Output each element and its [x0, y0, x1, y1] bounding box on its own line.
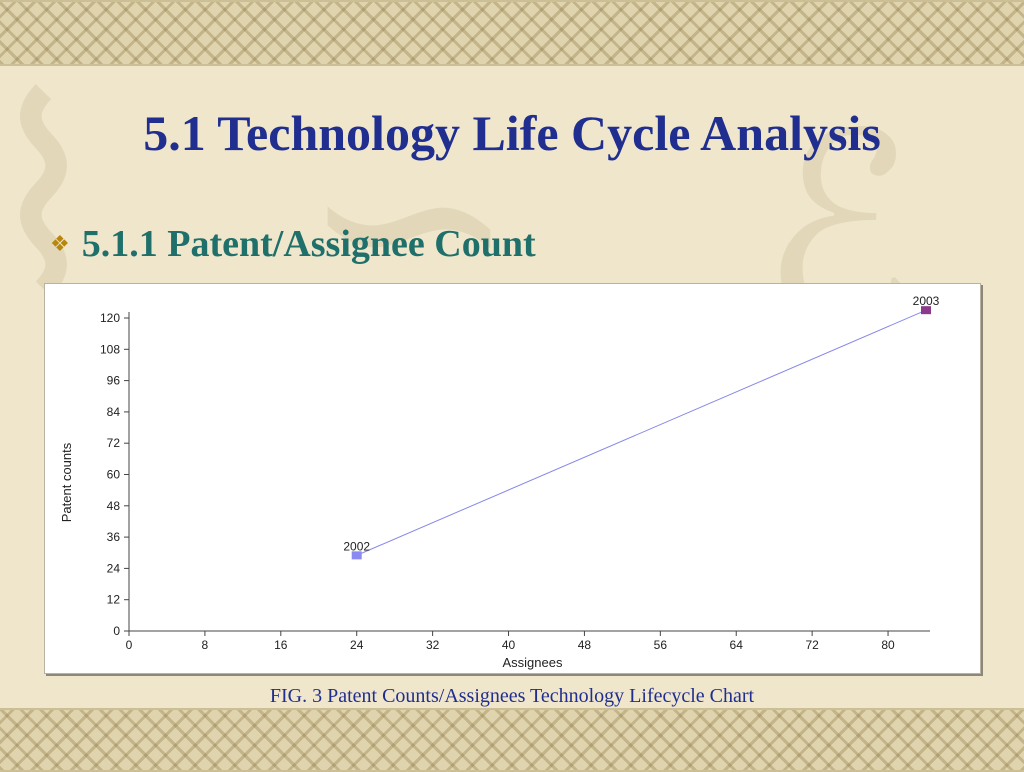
x-axis-title: Assignees: [503, 655, 563, 670]
y-tick-label: 84: [107, 405, 121, 419]
decorative-top-band: [0, 0, 1024, 66]
slide-title: 5.1 Technology Life Cycle Analysis: [143, 105, 881, 161]
y-tick-label: 108: [100, 342, 120, 356]
x-tick-label: 0: [126, 638, 133, 652]
x-tick-label: 8: [202, 638, 209, 652]
data-label-2003: 2003: [913, 294, 940, 308]
x-tick-label: 16: [274, 638, 288, 652]
data-label-2002: 2002: [343, 539, 370, 553]
line-chart: 0 12 24 36 48 60 72 84 96 108 120 0 8 16 24 32 40 48 56 64 7…: [59, 294, 940, 670]
y-tick-label: 24: [107, 561, 121, 575]
x-tick-label: 32: [426, 638, 440, 652]
chart-panel: 0 12 24 36 48 60 72 84 96 108 120 0 8 16 24 32 40 48 56 64 7…: [44, 283, 981, 674]
figure-caption: FIG. 3 Patent Counts/Assignees Technolog…: [269, 685, 755, 707]
y-tick-label: 48: [107, 499, 121, 513]
y-tick-label: 12: [107, 593, 121, 607]
y-tick-label: 36: [107, 530, 121, 544]
bullet-line: ❖ 5.1.1 Patent/Assignee Count: [50, 222, 536, 266]
data-point-2003: [921, 306, 931, 315]
x-tick-label: 80: [881, 638, 895, 652]
bullet-text: 5.1.1 Patent/Assignee Count: [81, 223, 536, 265]
x-tick-label: 48: [578, 638, 592, 652]
y-tick-label: 60: [107, 468, 121, 482]
diamond-bullet-icon: ❖: [50, 231, 70, 257]
y-axis-title: Patent counts: [59, 442, 74, 522]
x-tick-label: 64: [730, 638, 744, 652]
decorative-bottom-band: [0, 708, 1024, 772]
data-point-2002: [351, 551, 362, 560]
x-tick-label: 72: [805, 638, 819, 652]
y-tick-label: 72: [107, 436, 121, 450]
y-tick-label: 120: [100, 311, 120, 325]
series-line: [356, 309, 927, 556]
x-tick-label: 40: [502, 638, 516, 652]
y-tick-label: 96: [107, 374, 121, 388]
x-tick-label: 24: [350, 638, 364, 652]
y-tick-label: 0: [113, 624, 120, 638]
x-tick-label: 56: [654, 638, 668, 652]
